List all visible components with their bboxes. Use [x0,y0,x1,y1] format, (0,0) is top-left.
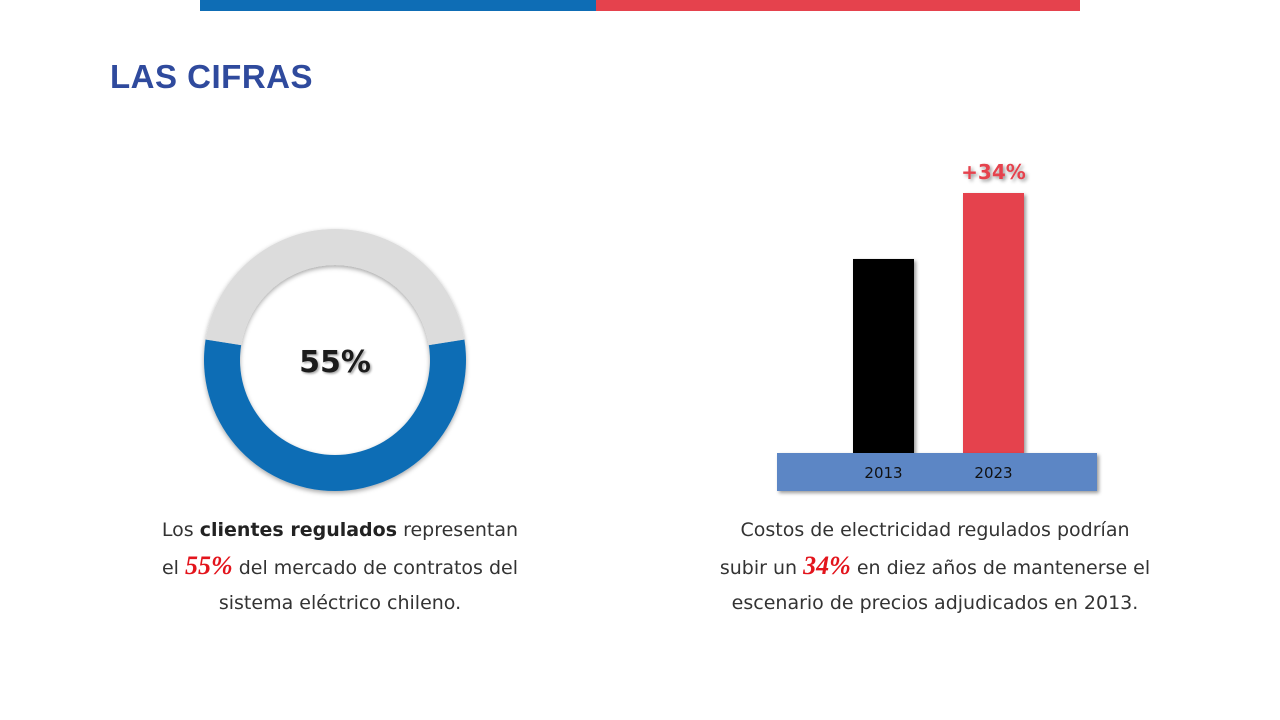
donut-center-label: 55% [299,345,371,380]
caption-text: subir un [719,557,804,579]
right-caption-line-2: subir un 34% en diez años de mantenerse … [655,548,1215,586]
caption-highlight-55: 55% [184,551,233,580]
caption-text: del mercado de contratos del [232,557,519,579]
left-caption-line-3: sistema eléctrico chileno. [218,592,462,614]
caption-text: representan [397,519,519,541]
bar-label-2013: 2013 [864,464,902,482]
bar-annotation-increase: +34% [961,160,1026,184]
bar-2013 [853,258,914,453]
top-accent-bar-blue [200,0,596,11]
donut-chart: 55% [204,228,466,491]
left-caption-line-1: Los clientes regulados representan [90,513,590,548]
caption-text: en diez años de mantenerse el [850,557,1151,579]
caption-text: el [161,557,185,579]
right-caption: Costos de electricidad regulados podrían… [655,513,1215,621]
right-caption-line-1: Costos de electricidad regulados podrían [740,519,1130,541]
bar-label-2023: 2023 [974,464,1012,482]
caption-text: Los [161,519,200,541]
right-caption-line-3: escenario de precios adjudicados en 2013… [731,592,1139,614]
slide-title: LAS CIFRAS [110,58,313,95]
bar-chart: 2013 2023 +34% [777,160,1097,491]
donut-slice-rest [205,228,465,346]
bar-2023 [963,193,1024,453]
caption-bold-text: clientes regulados [199,519,398,541]
donut-slice-regulated [204,339,466,491]
left-caption: Los clientes regulados representan el 55… [90,513,590,621]
top-accent-bar-red [596,0,1080,11]
bar-baseline-platform [777,453,1097,491]
caption-highlight-34: 34% [803,551,851,580]
left-caption-line-2: el 55% del mercado de contratos del [90,548,590,586]
